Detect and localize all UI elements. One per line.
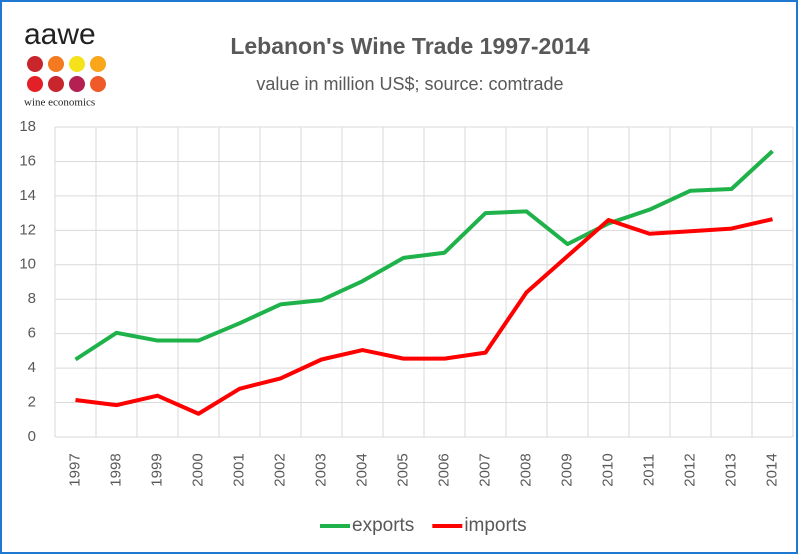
- y-tick-label: 16: [19, 152, 36, 169]
- y-tick-label: 0: [28, 428, 36, 445]
- legend-label: imports: [464, 515, 526, 536]
- line-series: [75, 217, 773, 416]
- x-tick-label: 2000: [189, 453, 206, 486]
- x-tick-label: 2011: [640, 454, 657, 486]
- x-tick-label: 2005: [394, 453, 411, 486]
- logo: aawe wine economics: [24, 18, 106, 109]
- x-tick-label: 2014: [763, 453, 780, 486]
- x-tick-label: 1997: [66, 453, 83, 486]
- y-tick-label: 12: [19, 221, 36, 238]
- logo-text: aawe: [24, 18, 96, 51]
- x-tick-label: 2001: [230, 453, 247, 486]
- x-tick-label: 2003: [312, 453, 329, 486]
- y-tick-label: 2: [28, 394, 36, 411]
- x-tick-label: 1998: [107, 453, 124, 486]
- x-tick-label: 2010: [599, 453, 616, 486]
- legend-label: exports: [352, 515, 414, 536]
- x-tick-label: 2004: [353, 453, 370, 486]
- y-tick-label: 10: [19, 256, 36, 273]
- x-tick-label: 2008: [517, 453, 534, 486]
- y-tick-label: 6: [28, 325, 36, 342]
- y-tick-label: 4: [28, 359, 36, 376]
- x-tick-label: 2007: [476, 453, 493, 486]
- x-tick-label: 2012: [681, 453, 698, 486]
- logo-tagline: wine economics: [24, 97, 95, 109]
- x-tick-label: 2002: [271, 453, 288, 486]
- y-tick-label: 8: [28, 290, 36, 307]
- x-tick-label: 2013: [722, 453, 739, 486]
- y-tick-label: 14: [19, 187, 36, 204]
- y-tick-label: 18: [19, 118, 36, 135]
- x-tick-label: 2006: [435, 453, 452, 486]
- chart-title: Lebanon's Wine Trade 1997-2014: [230, 33, 590, 59]
- x-tick-label: 2009: [558, 453, 575, 486]
- x-tick-label: 1999: [148, 453, 165, 486]
- chart-subtitle: value in million US$; source: comtrade: [256, 74, 563, 94]
- line-series: [74, 149, 774, 362]
